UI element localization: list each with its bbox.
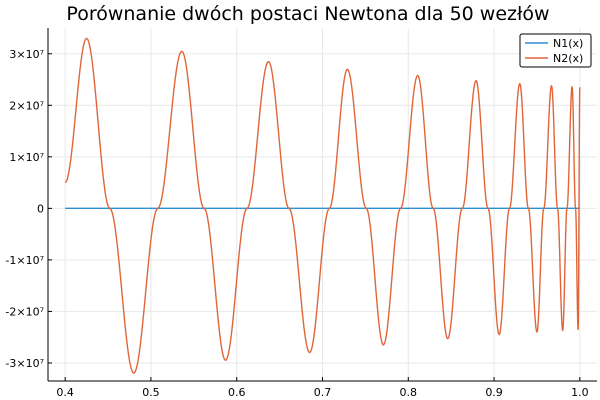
grid xyxy=(48,28,597,381)
y-tick-label: -2×10⁷ xyxy=(5,305,44,318)
legend-label: N2(x) xyxy=(553,52,583,65)
chart-title: Porównanie dwóch postaci Newtona dla 50 … xyxy=(66,3,549,25)
x-tick-label: 0.6 xyxy=(228,386,246,399)
x-tick-label: 0.8 xyxy=(400,386,418,399)
y-tick-label: -1×10⁷ xyxy=(5,254,44,267)
x-tick-label: 0.9 xyxy=(485,386,503,399)
y-tick-label: 0 xyxy=(37,202,44,215)
series-layer xyxy=(64,37,581,374)
x-tick-label: 0.7 xyxy=(314,386,332,399)
x-tick-label: 0.4 xyxy=(56,386,74,399)
y-tick-label: 2×10⁷ xyxy=(9,99,44,112)
series-line-2 xyxy=(64,37,581,374)
legend: N1(x) N2(x) xyxy=(519,33,592,68)
y-tick-label: -3×10⁷ xyxy=(5,357,44,370)
x-tick-label: 0.5 xyxy=(142,386,160,399)
legend-label: N1(x) xyxy=(553,37,583,50)
y-tick-label: 3×10⁷ xyxy=(9,48,44,61)
axes: 0.4 0.5 0.6 0.7 0.8 0.9 1.0 3×10⁷ 2×10⁷ 1×10⁷ 0 -1×… xyxy=(5,28,597,399)
y-tick-label: 1×10⁷ xyxy=(9,151,44,164)
x-tick-label: 1.0 xyxy=(571,386,589,399)
legend-box xyxy=(519,33,592,68)
